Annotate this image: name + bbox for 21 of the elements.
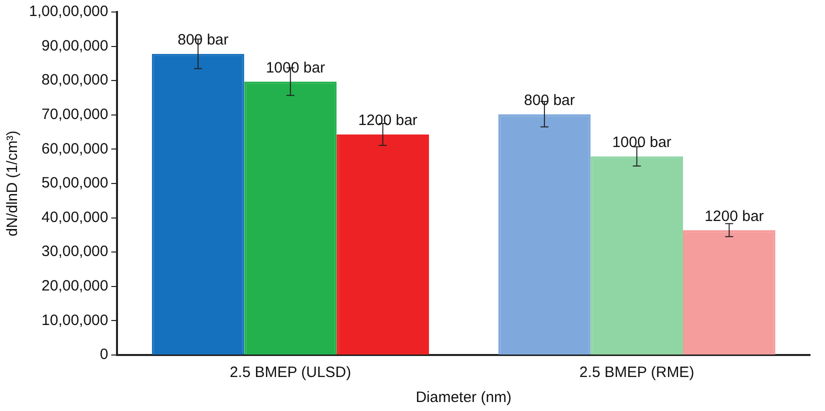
y-tick-label: 30,00,000 bbox=[42, 243, 108, 260]
y-tick-label: 0 bbox=[100, 346, 108, 364]
x-tick-label: 2.5 BMEP (ULSD) bbox=[230, 364, 352, 382]
y-tick-label: 90,00,000 bbox=[42, 37, 108, 54]
x-tick-label: 2.5 BMEP (RME) bbox=[579, 364, 694, 382]
y-tick-label: 40,00,000 bbox=[42, 208, 108, 226]
y-tick-label: 70,00,000 bbox=[42, 106, 108, 124]
x-axis-title: Diameter (nm) bbox=[416, 389, 512, 406]
y-axis-title: dN/dlnD (1/cm³) bbox=[4, 130, 22, 236]
y-tick-label: 20,00,000 bbox=[42, 278, 108, 295]
y-tick-label: 80,00,000 bbox=[42, 72, 108, 89]
series-label: 1000 bar bbox=[266, 59, 326, 76]
series-label: 800 bar bbox=[178, 31, 229, 48]
series-label: 1200 bar bbox=[358, 112, 418, 130]
text: 800 bar bbox=[524, 92, 575, 109]
text: 1200 bar bbox=[704, 208, 764, 225]
text: 1000 bar bbox=[612, 134, 672, 152]
y-tick-label: 10,00,000 bbox=[42, 312, 108, 329]
y-tick-label: 50,00,000 bbox=[42, 174, 108, 192]
y-tick-label: 1,00,00,000 bbox=[28, 3, 108, 20]
y-tick-label: 60,00,000 bbox=[42, 140, 108, 158]
